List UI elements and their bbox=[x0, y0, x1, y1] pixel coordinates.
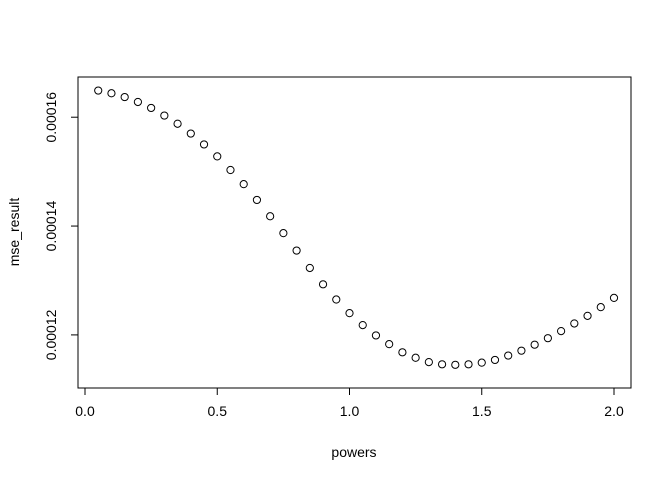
x-axis-title: powers bbox=[331, 444, 376, 460]
x-tick-label: 1.5 bbox=[472, 403, 492, 419]
data-point bbox=[596, 303, 605, 312]
data-point bbox=[133, 97, 142, 107]
data-point bbox=[424, 358, 433, 367]
x-axis: 0.0 0.5 1.0 1.5 2.0 bbox=[75, 387, 624, 419]
data-point bbox=[213, 152, 222, 161]
data-point bbox=[517, 346, 526, 355]
data-point bbox=[199, 140, 209, 149]
data-point bbox=[543, 334, 552, 343]
data-points bbox=[94, 86, 619, 369]
data-point bbox=[464, 360, 473, 369]
data-point bbox=[292, 246, 301, 255]
x-tick-label: 1.0 bbox=[340, 403, 360, 419]
data-point bbox=[583, 311, 592, 320]
data-point bbox=[239, 180, 248, 189]
y-tick-label: 0.00012 bbox=[43, 309, 59, 360]
y-axis: 0.00012 0.00014 0.00016 bbox=[43, 92, 79, 360]
data-point bbox=[147, 103, 156, 113]
data-point bbox=[266, 212, 275, 221]
data-point bbox=[451, 360, 460, 369]
data-point bbox=[173, 119, 182, 128]
data-point bbox=[332, 295, 341, 304]
x-tick-label: 2.0 bbox=[604, 403, 624, 419]
data-point bbox=[358, 321, 367, 330]
data-point bbox=[186, 129, 195, 138]
data-point bbox=[120, 92, 129, 102]
y-axis-title: mse_result bbox=[6, 198, 22, 267]
y-tick-label: 0.00014 bbox=[43, 201, 59, 252]
data-point bbox=[411, 353, 420, 362]
data-point bbox=[385, 340, 394, 349]
data-point bbox=[504, 351, 513, 360]
x-tick-label: 0.5 bbox=[208, 403, 228, 419]
data-point bbox=[318, 280, 328, 289]
data-point bbox=[609, 293, 619, 302]
data-point bbox=[557, 326, 566, 336]
data-point bbox=[94, 86, 103, 95]
data-point bbox=[160, 111, 169, 120]
data-point bbox=[279, 229, 288, 238]
data-point bbox=[107, 89, 116, 98]
x-tick-label: 0.0 bbox=[75, 403, 95, 419]
data-point bbox=[490, 355, 500, 365]
data-point bbox=[345, 309, 354, 318]
data-point bbox=[226, 165, 235, 175]
data-point bbox=[398, 348, 407, 357]
data-point bbox=[570, 319, 579, 328]
data-point bbox=[371, 331, 381, 340]
data-point bbox=[305, 263, 314, 273]
data-point bbox=[477, 358, 486, 367]
y-tick-label: 0.00016 bbox=[43, 92, 59, 143]
data-point bbox=[530, 340, 539, 349]
data-point bbox=[437, 360, 447, 369]
data-point bbox=[252, 195, 262, 205]
